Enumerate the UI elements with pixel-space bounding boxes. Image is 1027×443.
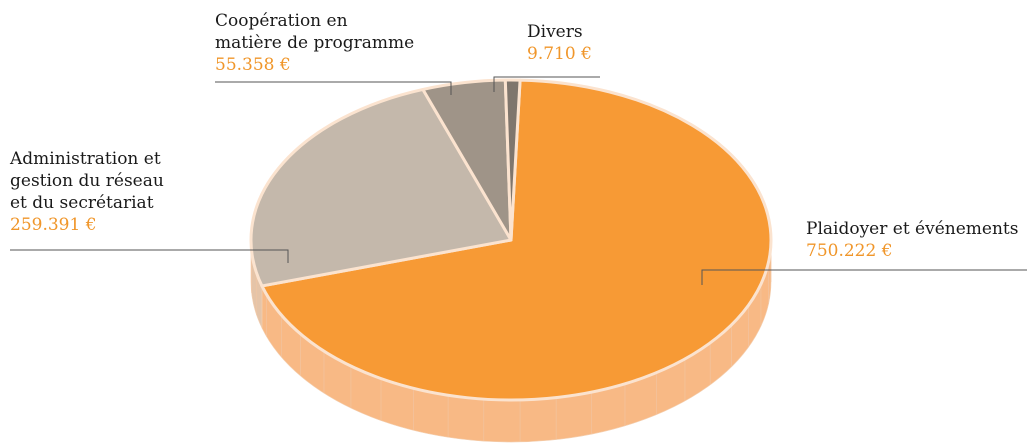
pie-top-face [249, 78, 773, 402]
label-divers: Divers 9.710 € [527, 21, 592, 65]
label-plaidoyer-name: Plaidoyer et événements [806, 219, 1019, 239]
label-divers-value: 9.710 € [527, 44, 592, 64]
leader-line-divers [493, 76, 600, 92]
leader-line-plaidoyer [701, 269, 1027, 285]
label-administration-name: Administration et gestion du réseau et d… [10, 149, 164, 213]
label-administration: Administration et gestion du réseau et d… [10, 148, 164, 236]
label-administration-value: 259.391 € [10, 215, 97, 235]
label-coop-programme-value: 55.358 € [215, 55, 291, 75]
leader-line-administration [10, 249, 289, 263]
slice-divers [503, 78, 522, 242]
label-coop-programme-name: Coopération en matière de programme [215, 11, 415, 53]
pie-side-wall [250, 239, 772, 443]
leader-line-coop-programme [215, 81, 452, 95]
label-coop-programme: Coopération en matière de programme 55.3… [215, 10, 414, 76]
label-divers-name: Divers [527, 22, 583, 42]
label-plaidoyer-value: 750.222 € [806, 241, 893, 261]
label-plaidoyer: Plaidoyer et événements 750.222 € [806, 218, 1018, 262]
slice-plaidoyer-et-v-nements [260, 78, 773, 402]
leader-lines [10, 76, 1027, 285]
slice-administration-et [249, 87, 513, 288]
